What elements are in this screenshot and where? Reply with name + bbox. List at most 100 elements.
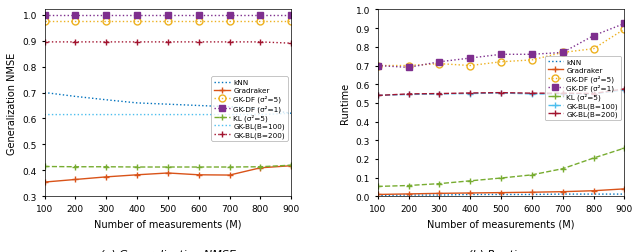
GK-BL(B=100) <box>164 114 172 117</box>
GK-BL(B=100) <box>133 114 141 117</box>
GK-DF (σ²=1) <box>287 14 295 17</box>
kNN <box>497 193 505 196</box>
Gradraker <box>226 174 234 177</box>
Gradraker <box>164 172 172 175</box>
GK-DF (σ²=1) <box>226 14 234 17</box>
kNN <box>133 102 141 105</box>
kNN <box>404 194 412 197</box>
KL (σ²=5) <box>497 177 505 180</box>
KL (σ²=5) <box>467 180 474 183</box>
KL (σ²=5) <box>435 182 443 185</box>
Gradraker <box>497 191 505 194</box>
Line: KL (σ²=5): KL (σ²=5) <box>42 163 294 170</box>
GK-BL(B=200) <box>226 41 234 44</box>
KL (σ²=5) <box>374 185 381 188</box>
GK-DF (σ²=1) <box>102 14 110 17</box>
kNN <box>374 194 381 197</box>
GK-DF (σ²=1) <box>195 14 203 17</box>
GK-DF (σ²=1) <box>164 14 172 17</box>
GK-BL(B=200) <box>102 41 110 44</box>
GK-BL(B=200) <box>497 92 505 95</box>
GK-DF (σ²=5) <box>257 20 264 23</box>
Gradraker <box>621 187 628 191</box>
GK-BL(B=100) <box>497 92 505 95</box>
GK-BL(B=100) <box>589 93 597 96</box>
GK-DF (σ²=5) <box>226 20 234 23</box>
kNN <box>102 99 110 102</box>
Gradraker <box>102 176 110 179</box>
kNN <box>559 193 566 196</box>
Line: GK-BL(B=200): GK-BL(B=200) <box>375 87 627 99</box>
KL (σ²=5) <box>589 157 597 160</box>
GK-BL(B=200) <box>164 41 172 44</box>
KL (σ²=5) <box>559 168 566 171</box>
GK-BL(B=100) <box>467 93 474 96</box>
kNN <box>164 103 172 106</box>
GK-BL(B=100) <box>102 114 110 117</box>
KL (σ²=5) <box>226 166 234 169</box>
Line: kNN: kNN <box>378 194 625 196</box>
Gradraker <box>72 178 79 181</box>
GK-BL(B=100) <box>287 112 295 115</box>
GK-DF (σ²=5) <box>497 61 505 64</box>
kNN <box>287 112 295 115</box>
Line: Gradraker: Gradraker <box>42 163 294 185</box>
kNN <box>589 193 597 196</box>
GK-DF (σ²=1) <box>559 52 566 55</box>
Gradraker <box>404 193 412 196</box>
GK-DF (σ²=1) <box>528 54 536 57</box>
GK-BL(B=100) <box>195 114 203 117</box>
GK-DF (σ²=5) <box>133 20 141 23</box>
KL (σ²=5) <box>621 147 628 150</box>
Line: GK-BL(B=200): GK-BL(B=200) <box>42 40 294 47</box>
GK-BL(B=200) <box>287 43 295 46</box>
kNN <box>435 194 443 197</box>
kNN <box>257 108 264 111</box>
GK-BL(B=200) <box>559 92 566 95</box>
Line: GK-DF (σ²=5): GK-DF (σ²=5) <box>374 26 628 70</box>
GK-BL(B=100) <box>374 94 381 98</box>
GK-DF (σ²=1) <box>257 14 264 17</box>
GK-BL(B=200) <box>435 93 443 96</box>
Gradraker <box>133 174 141 177</box>
Y-axis label: Generalization NMSE: Generalization NMSE <box>7 53 17 154</box>
GK-BL(B=200) <box>404 93 412 96</box>
GK-BL(B=100) <box>528 93 536 96</box>
GK-DF (σ²=5) <box>287 20 295 23</box>
GK-BL(B=100) <box>435 93 443 96</box>
GK-BL(B=100) <box>559 93 566 96</box>
GK-BL(B=200) <box>195 41 203 44</box>
KL (σ²=5) <box>133 166 141 169</box>
kNN <box>467 193 474 196</box>
Y-axis label: Runtime: Runtime <box>340 83 350 124</box>
GK-DF (σ²=1) <box>133 14 141 17</box>
Legend: kNN, Gradraker, GK-DF (σ²=5), GK-DF (σ²=1), KL (σ²=5), GK-BL(B=100), GK-BL(B=200: kNN, Gradraker, GK-DF (σ²=5), GK-DF (σ²=… <box>545 56 621 121</box>
GK-BL(B=100) <box>72 114 79 117</box>
KL (σ²=5) <box>72 166 79 169</box>
Gradraker <box>195 174 203 177</box>
GK-DF (σ²=5) <box>374 65 381 68</box>
Line: GK-BL(B=100): GK-BL(B=100) <box>45 114 291 115</box>
GK-BL(B=200) <box>257 41 264 44</box>
GK-DF (σ²=5) <box>589 48 597 51</box>
GK-DF (σ²=1) <box>374 65 381 68</box>
GK-DF (σ²=1) <box>404 67 412 70</box>
GK-BL(B=200) <box>589 93 597 96</box>
Line: KL (σ²=5): KL (σ²=5) <box>375 146 627 190</box>
KL (σ²=5) <box>528 174 536 177</box>
Line: kNN: kNN <box>45 93 291 114</box>
Legend: kNN, Gradraker, GK-DF (σ²=5), GK-DF (σ²=1), KL (σ²=5), GK-BL(B=100), GK-BL(B=200: kNN, Gradraker, GK-DF (σ²=5), GK-DF (σ²=… <box>211 77 287 141</box>
kNN <box>195 105 203 108</box>
KL (σ²=5) <box>287 164 295 167</box>
GK-BL(B=200) <box>374 94 381 98</box>
GK-BL(B=100) <box>621 89 628 92</box>
Gradraker <box>257 167 264 170</box>
GK-DF (σ²=1) <box>589 35 597 38</box>
GK-DF (σ²=1) <box>497 54 505 57</box>
Line: GK-DF (σ²=1): GK-DF (σ²=1) <box>375 22 627 71</box>
GK-DF (σ²=5) <box>404 65 412 68</box>
GK-BL(B=200) <box>41 41 49 44</box>
Text: (a) Generalization NMSE: (a) Generalization NMSE <box>100 249 236 252</box>
GK-BL(B=200) <box>528 92 536 95</box>
KL (σ²=5) <box>257 166 264 169</box>
